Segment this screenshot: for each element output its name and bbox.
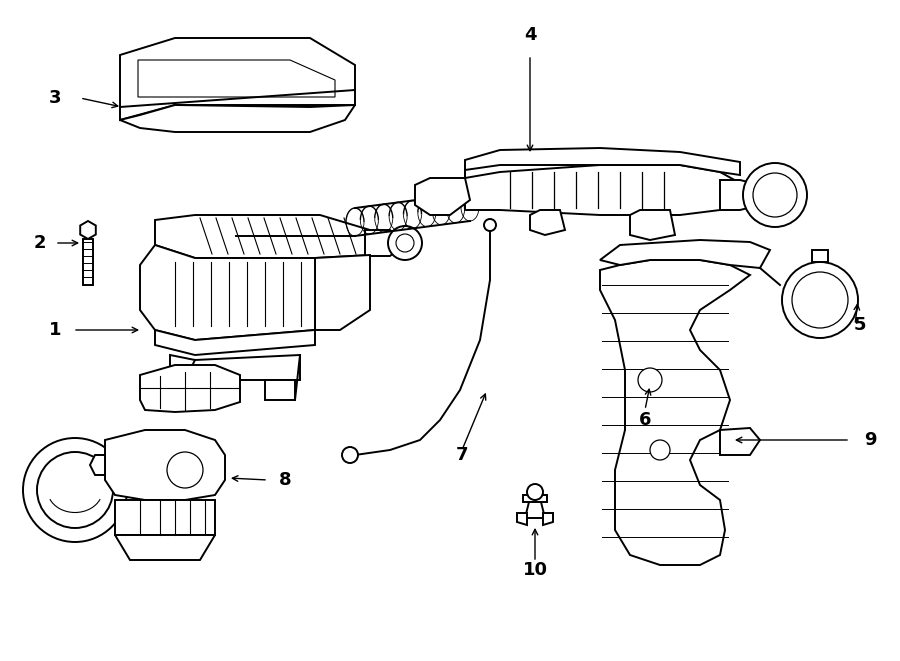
Polygon shape [170,355,300,380]
Circle shape [342,447,358,463]
Polygon shape [140,365,240,412]
Polygon shape [265,380,295,400]
Text: 3: 3 [49,89,61,107]
Polygon shape [642,347,658,370]
Polygon shape [640,370,660,385]
Circle shape [527,484,543,500]
Circle shape [388,226,422,260]
Circle shape [484,219,496,231]
Text: 4: 4 [524,26,536,44]
Polygon shape [415,178,470,215]
Text: 9: 9 [864,431,877,449]
Circle shape [638,323,662,347]
Polygon shape [315,255,370,330]
Polygon shape [115,500,215,535]
Circle shape [792,272,848,328]
Polygon shape [720,428,760,455]
Polygon shape [530,210,565,235]
Circle shape [753,173,797,217]
Circle shape [650,440,670,460]
Polygon shape [115,535,215,560]
Polygon shape [80,221,95,239]
Polygon shape [720,180,760,210]
Polygon shape [83,239,93,285]
Circle shape [396,234,414,252]
Circle shape [743,163,807,227]
Polygon shape [120,90,355,120]
Polygon shape [120,105,355,132]
Polygon shape [517,513,527,525]
Text: 8: 8 [279,471,292,489]
Circle shape [638,368,662,392]
Polygon shape [90,455,105,475]
Polygon shape [600,240,770,268]
Polygon shape [600,260,750,565]
Polygon shape [175,380,205,400]
Polygon shape [523,495,547,502]
Polygon shape [365,230,405,256]
Text: 2: 2 [34,234,46,252]
Polygon shape [525,502,545,518]
Polygon shape [155,215,370,258]
Circle shape [167,452,203,488]
Text: 10: 10 [523,561,547,579]
Polygon shape [140,245,315,340]
Polygon shape [543,513,553,525]
Polygon shape [465,165,740,215]
Circle shape [23,438,127,542]
Polygon shape [120,38,355,107]
Circle shape [782,262,858,338]
Text: 5: 5 [854,316,866,334]
Polygon shape [155,330,315,355]
Polygon shape [812,250,828,262]
Text: 7: 7 [455,446,468,464]
Polygon shape [465,148,740,175]
Text: 6: 6 [639,411,652,429]
Circle shape [37,452,113,528]
Polygon shape [105,430,225,500]
Text: 1: 1 [49,321,61,339]
Polygon shape [630,210,675,240]
